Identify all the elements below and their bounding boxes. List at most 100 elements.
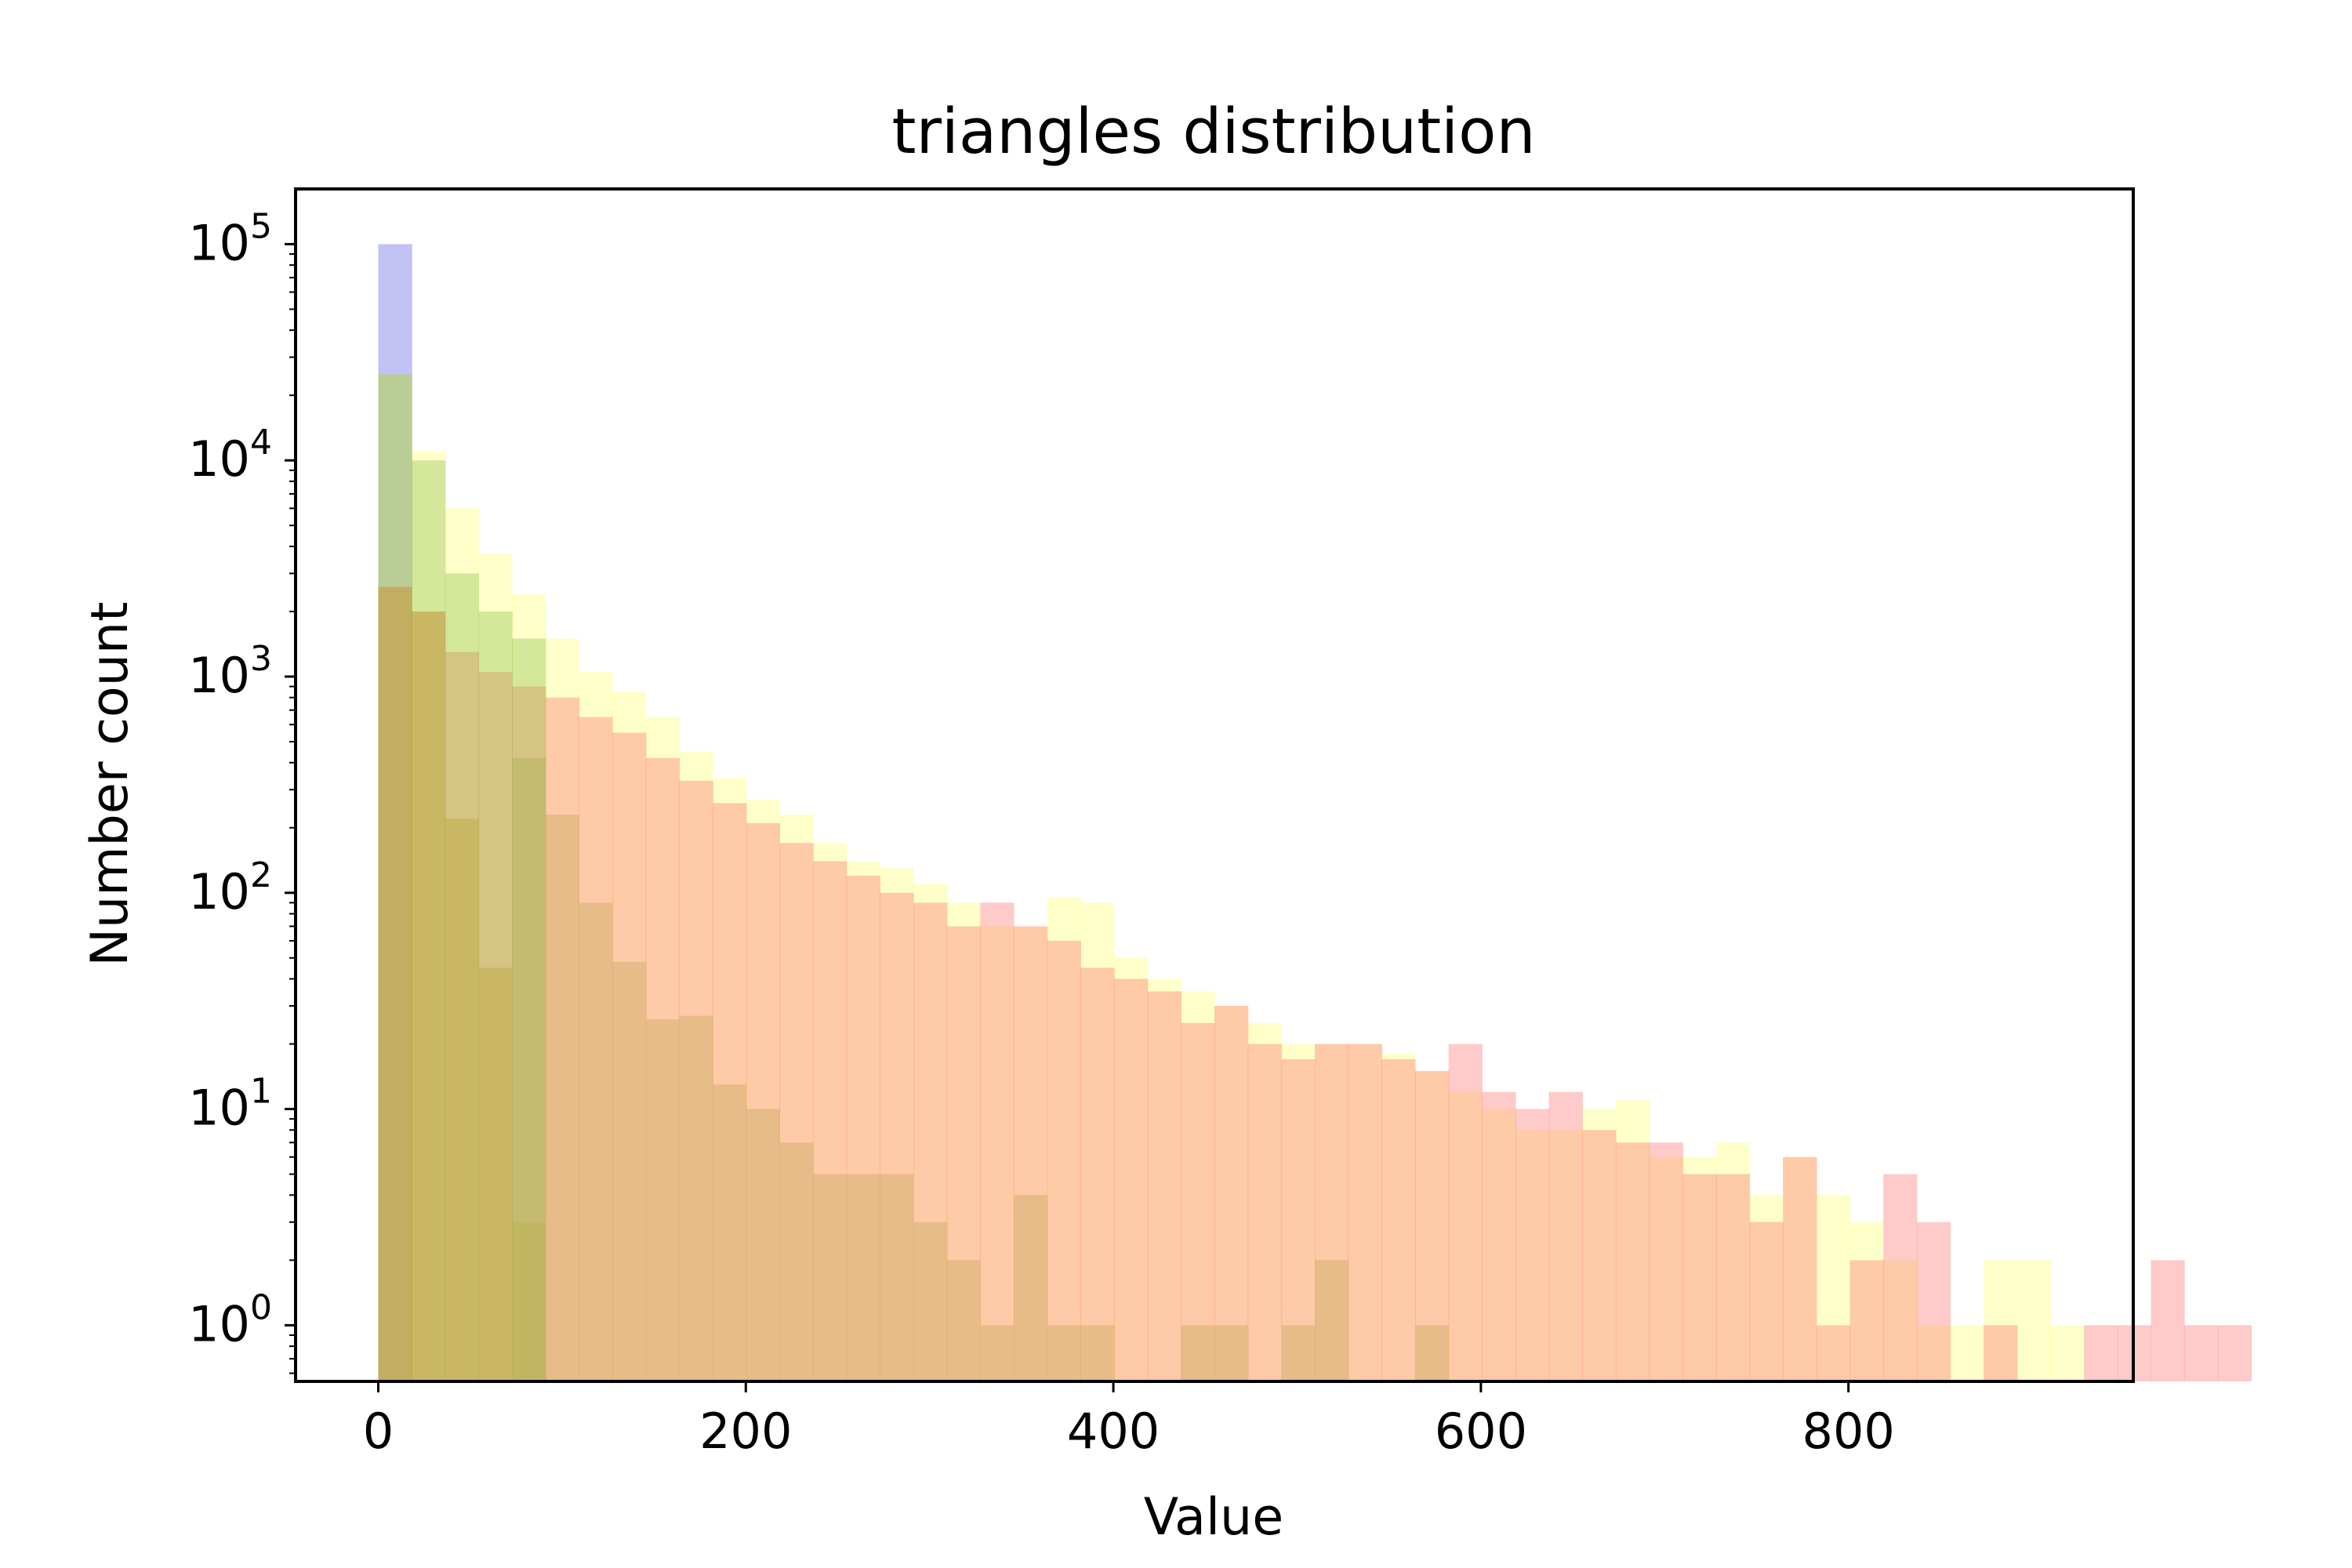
histogram-bar bbox=[1014, 1195, 1048, 1381]
histogram-bar bbox=[1047, 1325, 1081, 1381]
histogram-bar bbox=[2084, 1325, 2118, 1381]
histogram-bar bbox=[1414, 1325, 1450, 1381]
histogram-bar bbox=[512, 638, 546, 1381]
bars-layer bbox=[378, 244, 2252, 1382]
histogram-bar bbox=[1715, 1142, 1751, 1381]
histogram-bar bbox=[1181, 1325, 1215, 1381]
histogram-bar bbox=[1147, 978, 1181, 1381]
histogram-bar bbox=[1314, 1260, 1349, 1381]
histogram-bar bbox=[645, 1019, 681, 1381]
y-tick-label: 101 bbox=[188, 1072, 272, 1137]
histogram-bar bbox=[1281, 1044, 1316, 1381]
histogram-bar bbox=[1548, 1091, 1583, 1381]
histogram-bar bbox=[1080, 902, 1115, 1381]
y-tick-label: 102 bbox=[188, 855, 272, 920]
histogram-bar bbox=[746, 1109, 781, 1381]
histogram-bar bbox=[1916, 1325, 1951, 1381]
histogram-bar bbox=[846, 1174, 880, 1381]
histogram-bar bbox=[1749, 1195, 1784, 1381]
histogram-bar bbox=[813, 1174, 848, 1381]
histogram-bar bbox=[1348, 1044, 1382, 1381]
histogram-bar bbox=[880, 1174, 914, 1381]
histogram-bar bbox=[1080, 1325, 1115, 1381]
histogram-bar bbox=[1381, 1054, 1416, 1381]
histogram-bar bbox=[2016, 1260, 2052, 1381]
histogram-bar bbox=[1214, 1006, 1249, 1381]
histogram-bar bbox=[2151, 1260, 2185, 1381]
histogram-bar bbox=[1214, 1006, 1249, 1381]
histogram-bar bbox=[1984, 1260, 2018, 1381]
x-axis-title: Value bbox=[1144, 1488, 1284, 1547]
histogram-bar bbox=[713, 1084, 747, 1381]
histogram-bar bbox=[1381, 1059, 1416, 1381]
y-tick-label: 103 bbox=[188, 639, 272, 704]
histogram-bar bbox=[1582, 1109, 1617, 1381]
histogram-bar bbox=[2184, 1325, 2219, 1381]
histogram-bar bbox=[1247, 1044, 1282, 1381]
histogram-bar bbox=[679, 1015, 713, 1381]
histogram-bar bbox=[1181, 1022, 1215, 1381]
histogram-bar bbox=[1181, 991, 1215, 1381]
histogram-bar bbox=[1548, 1130, 1583, 1381]
histogram-bar bbox=[1047, 897, 1081, 1381]
histogram-bar bbox=[1682, 1156, 1717, 1381]
histogram-bar bbox=[1883, 1174, 1918, 1381]
histogram-bar bbox=[1883, 1260, 1918, 1381]
histogram-bar bbox=[412, 460, 446, 1382]
histogram-bar bbox=[1816, 1195, 1851, 1381]
histogram-bar bbox=[1080, 967, 1115, 1381]
x-tick-label: 0 bbox=[363, 1403, 394, 1460]
histogram-bar bbox=[1281, 1325, 1316, 1381]
plot-area-frame bbox=[294, 187, 2135, 1383]
histogram-bar bbox=[913, 1221, 948, 1381]
histogram-bar bbox=[1448, 1044, 1483, 1381]
histogram-bar bbox=[1247, 1022, 1282, 1381]
histogram-bar bbox=[445, 573, 480, 1382]
histogram-bar bbox=[1047, 940, 1081, 1381]
histogram-bar bbox=[1615, 1142, 1650, 1381]
x-axis: 0 200 400 600 800 bbox=[363, 1381, 1895, 1460]
histogram-bar bbox=[1950, 1325, 1984, 1381]
histogram-bar bbox=[2050, 1325, 2085, 1381]
chart-title: triangles distribution bbox=[891, 96, 1535, 168]
histogram-bar bbox=[1649, 1142, 1683, 1381]
x-tick-label: 800 bbox=[1802, 1403, 1895, 1460]
histogram-bar bbox=[1114, 978, 1149, 1381]
x-tick-label: 200 bbox=[699, 1403, 792, 1460]
histogram-bar bbox=[1984, 1325, 2018, 1381]
histogram-bar bbox=[1114, 957, 1149, 1381]
histogram-bar bbox=[1214, 1325, 1249, 1381]
y-tick-label: 104 bbox=[188, 423, 272, 488]
histogram-bar bbox=[1515, 1130, 1550, 1381]
histogram-bar bbox=[512, 757, 546, 1381]
histogram-bar bbox=[1482, 1109, 1516, 1381]
histogram-bar bbox=[1783, 1156, 1817, 1381]
histogram-bar bbox=[1749, 1221, 1784, 1381]
histogram-bar bbox=[378, 374, 412, 1382]
histogram-bar bbox=[412, 611, 446, 1381]
y-axis: 100 101 102 103 104 105 bbox=[188, 206, 296, 1374]
histogram-bar bbox=[445, 818, 480, 1381]
histogram-bar bbox=[612, 961, 647, 1381]
histogram-bar bbox=[779, 1142, 814, 1381]
y-tick-label: 100 bbox=[188, 1287, 272, 1352]
y-tick-label: 105 bbox=[188, 206, 272, 271]
histogram-bar bbox=[1849, 1221, 1884, 1381]
histogram-bar bbox=[545, 815, 580, 1381]
histogram-bar bbox=[1783, 1156, 1817, 1381]
histogram-bar bbox=[1482, 1091, 1516, 1381]
x-tick-label: 400 bbox=[1067, 1403, 1160, 1460]
histogram-bar bbox=[478, 967, 513, 1381]
histogram-bar bbox=[1515, 1109, 1550, 1381]
histogram-bar bbox=[1582, 1130, 1617, 1381]
histogram-bar bbox=[2217, 1325, 2252, 1381]
histogram-bar bbox=[378, 586, 412, 1381]
x-tick-label: 600 bbox=[1435, 1403, 1527, 1460]
histogram-bar bbox=[1682, 1174, 1717, 1381]
histogram-bar bbox=[1849, 1260, 1884, 1381]
histogram-bar bbox=[1448, 1091, 1483, 1381]
histogram-bar bbox=[946, 1260, 981, 1381]
y-axis-title: Number count bbox=[81, 601, 140, 966]
histogram-bar bbox=[1615, 1100, 1650, 1381]
